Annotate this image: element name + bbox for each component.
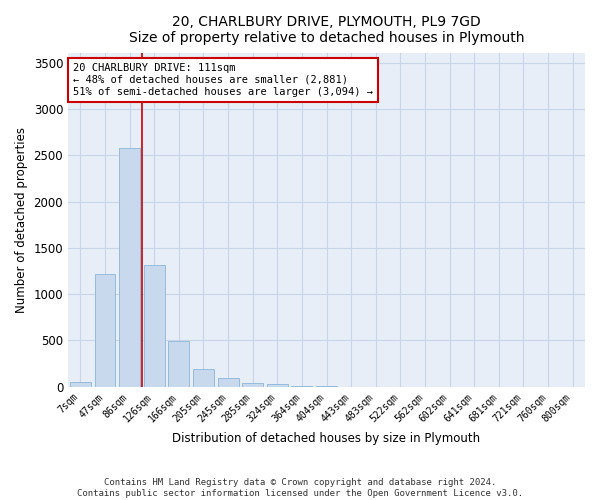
Bar [144, 266, 164, 387]
X-axis label: Distribution of detached houses by size in Plymouth: Distribution of detached houses by size … [172, 432, 481, 445]
Bar [218, 378, 239, 387]
Bar [119, 148, 140, 387]
Y-axis label: Number of detached properties: Number of detached properties [15, 127, 28, 313]
Text: 20 CHARLBURY DRIVE: 111sqm
← 48% of detached houses are smaller (2,881)
51% of s: 20 CHARLBURY DRIVE: 111sqm ← 48% of deta… [73, 64, 373, 96]
Bar [267, 384, 288, 387]
Bar [292, 386, 313, 387]
Bar [169, 342, 189, 387]
Text: Contains HM Land Registry data © Crown copyright and database right 2024.
Contai: Contains HM Land Registry data © Crown c… [77, 478, 523, 498]
Bar [95, 274, 115, 387]
Bar [193, 369, 214, 387]
Bar [242, 382, 263, 387]
Bar [70, 382, 91, 387]
Title: 20, CHARLBURY DRIVE, PLYMOUTH, PL9 7GD
Size of property relative to detached hou: 20, CHARLBURY DRIVE, PLYMOUTH, PL9 7GD S… [129, 15, 524, 45]
